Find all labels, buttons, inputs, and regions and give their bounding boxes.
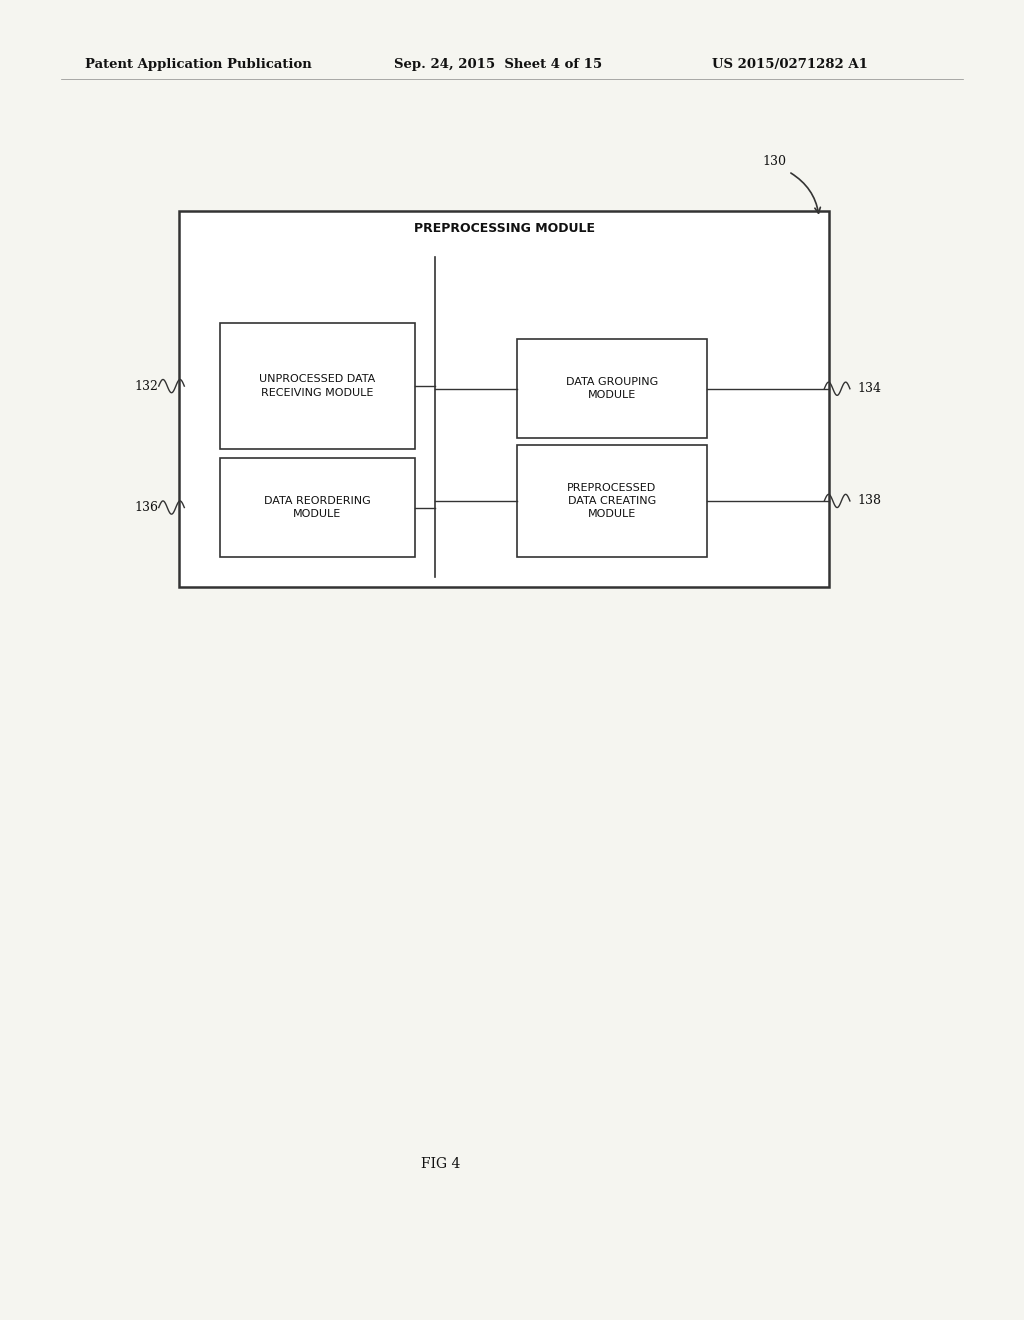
Text: Patent Application Publication: Patent Application Publication xyxy=(85,58,311,71)
Bar xyxy=(517,445,707,557)
Text: 132: 132 xyxy=(135,380,159,392)
Bar xyxy=(179,211,829,587)
Text: 134: 134 xyxy=(857,383,881,395)
Text: DATA GROUPING
MODULE: DATA GROUPING MODULE xyxy=(565,378,658,400)
Text: FIG 4: FIG 4 xyxy=(421,1158,460,1171)
Text: 136: 136 xyxy=(135,502,159,513)
Text: PREPROCESSING MODULE: PREPROCESSING MODULE xyxy=(414,222,595,235)
Text: 130: 130 xyxy=(763,154,786,168)
Text: 138: 138 xyxy=(857,495,881,507)
Text: DATA REORDERING
MODULE: DATA REORDERING MODULE xyxy=(264,496,371,519)
Text: PREPROCESSED
DATA CREATING
MODULE: PREPROCESSED DATA CREATING MODULE xyxy=(567,483,656,519)
Text: US 2015/0271282 A1: US 2015/0271282 A1 xyxy=(712,58,867,71)
Bar xyxy=(517,339,707,438)
Bar xyxy=(220,458,415,557)
Text: Sep. 24, 2015  Sheet 4 of 15: Sep. 24, 2015 Sheet 4 of 15 xyxy=(394,58,602,71)
Bar xyxy=(220,323,415,449)
Text: UNPROCESSED DATA
RECEIVING MODULE: UNPROCESSED DATA RECEIVING MODULE xyxy=(259,375,376,397)
